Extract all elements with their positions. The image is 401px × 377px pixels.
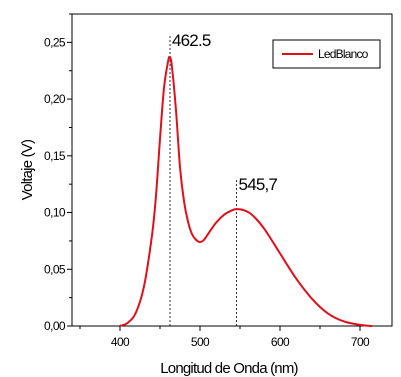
peak-guides	[169, 36, 237, 326]
series-line-ledblanco	[119, 55, 373, 327]
legend-box	[272, 39, 381, 69]
x-tick-label: 500	[191, 335, 210, 349]
axes	[71, 13, 393, 327]
plot-frame	[71, 13, 393, 327]
y-tick-label: 0,00	[44, 319, 66, 333]
legend-label: LedBlanco	[318, 47, 369, 61]
y-tick-label: 0,15	[44, 149, 66, 163]
legend: LedBlanco	[272, 39, 381, 69]
y-tick-label: 0,20	[44, 92, 66, 106]
x-tick-label: 600	[271, 335, 290, 349]
y-tick-label: 0,10	[44, 206, 66, 220]
ticks: 400 500 600 700 0,00 0,05 0,10 0,15 0,20 0,25	[44, 13, 371, 349]
peak-label: 462.5	[172, 31, 211, 50]
y-tick-label: 0,05	[44, 262, 66, 276]
y-axis-title: Voltaje (V)	[19, 139, 36, 200]
x-tick-label: 400	[111, 335, 130, 349]
y-tick-label: 0,25	[44, 35, 66, 49]
series-group	[119, 55, 373, 327]
peak-annotations: 462.5 545,7	[172, 31, 278, 194]
x-axis-title: Longitud de Onda (nm)	[160, 360, 298, 377]
x-tick-label: 700	[351, 335, 370, 349]
peak-label: 545,7	[239, 175, 278, 194]
